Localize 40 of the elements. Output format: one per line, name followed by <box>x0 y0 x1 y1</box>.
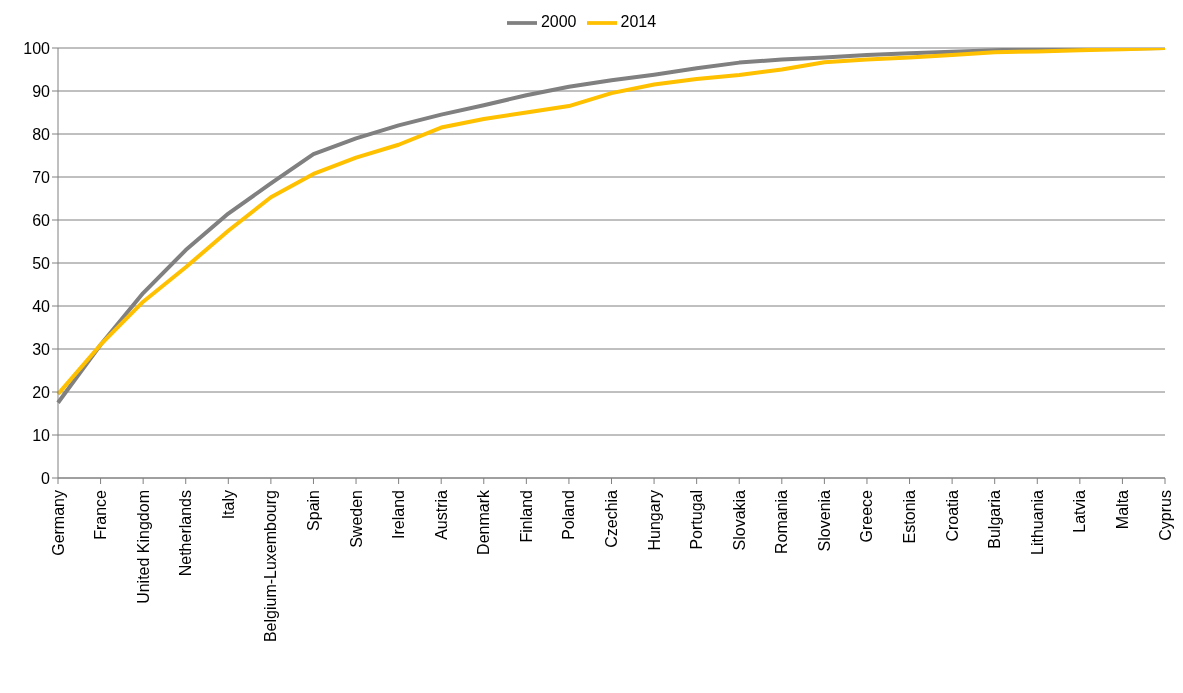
y-tick-label: 100 <box>23 39 51 57</box>
x-tick-label: Croatia <box>943 489 961 542</box>
x-tick-label: France <box>92 489 110 540</box>
x-tick-label: Lithuania <box>1028 489 1046 555</box>
y-tick-label: 0 <box>41 469 51 487</box>
y-tick-label: 70 <box>32 168 51 186</box>
y-tick-label: 20 <box>32 383 51 401</box>
x-tick-label: Malta <box>1113 489 1131 530</box>
x-tick-label: Sweden <box>347 490 365 548</box>
x-tick-label: Austria <box>432 489 450 540</box>
x-tick-label: Denmark <box>475 489 493 555</box>
x-tick-label: Netherlands <box>177 490 195 577</box>
x-tick-label: Italy <box>219 490 237 520</box>
x-tick-label: Estonia <box>901 489 919 544</box>
x-tick-label: Ireland <box>390 490 408 539</box>
y-tick-label: 60 <box>32 211 51 229</box>
x-tick-label: Cyprus <box>1156 490 1174 541</box>
x-tick-label: Slovakia <box>730 489 748 551</box>
x-tick-label: Germany <box>49 490 67 556</box>
x-tick-label: Spain <box>304 490 322 531</box>
x-tick-label: Czechia <box>603 489 620 548</box>
x-tick-label: Latvia <box>1071 489 1089 533</box>
y-tick-label: 10 <box>32 426 51 444</box>
x-tick-label: Hungary <box>645 490 663 551</box>
x-tick-label: Portugal <box>688 490 706 550</box>
y-tick-label: 80 <box>32 125 51 143</box>
y-tick-label: 50 <box>32 254 51 272</box>
y-tick-label: 40 <box>32 297 51 315</box>
x-tick-label: Slovenia <box>815 489 833 552</box>
x-tick-label: Belgium-Luxembourg <box>262 490 280 643</box>
x-tick-label: Poland <box>560 490 578 540</box>
x-tick-label: Finland <box>517 490 535 543</box>
legend-label: 2000 <box>540 13 577 31</box>
x-tick-label: United Kingdom <box>134 490 152 604</box>
x-tick-label: Greece <box>858 489 876 543</box>
legend-label: 2014 <box>620 13 657 31</box>
y-tick-label: 30 <box>32 340 51 358</box>
y-tick-label: 90 <box>32 82 51 100</box>
x-tick-label: Romania <box>773 489 791 555</box>
x-tick-label: Bulgaria <box>986 489 1004 549</box>
